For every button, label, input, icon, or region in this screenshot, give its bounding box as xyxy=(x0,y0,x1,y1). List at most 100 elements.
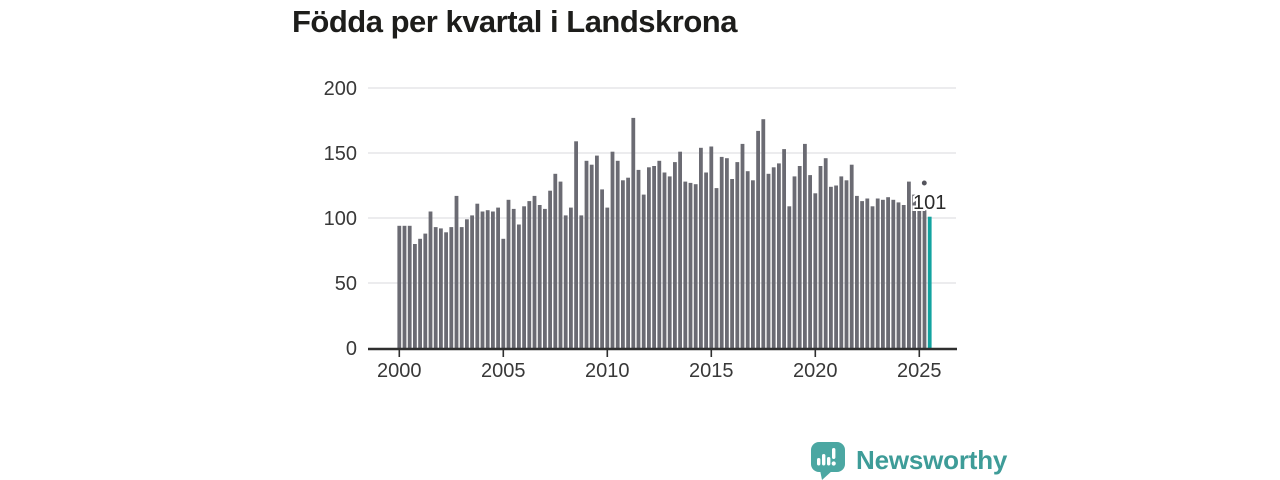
bar xyxy=(574,141,578,348)
bar xyxy=(813,193,818,348)
chart-title: Födda per kvartal i Landskrona xyxy=(292,4,737,39)
bar xyxy=(870,206,875,348)
bar xyxy=(475,203,480,348)
bar xyxy=(673,162,677,348)
bar-highlighted xyxy=(927,216,932,348)
bar xyxy=(423,233,428,348)
bar xyxy=(693,184,698,348)
bar xyxy=(543,208,547,348)
bar xyxy=(444,232,448,348)
bar xyxy=(517,224,521,348)
bar xyxy=(787,206,792,348)
bar xyxy=(527,201,532,348)
bar xyxy=(569,207,573,348)
bar xyxy=(470,215,474,348)
bar xyxy=(719,156,724,348)
bar xyxy=(797,166,802,348)
bar xyxy=(922,210,927,348)
bar xyxy=(730,179,734,348)
x-axis-label: 2005 xyxy=(481,360,526,382)
bar xyxy=(725,158,729,348)
bar xyxy=(782,149,786,348)
newsworthy-mark-icon xyxy=(811,442,845,480)
bar xyxy=(480,211,485,348)
bar xyxy=(865,198,870,348)
bar xyxy=(407,225,412,348)
bar xyxy=(584,160,589,348)
bar xyxy=(839,176,844,348)
bar xyxy=(667,176,672,348)
x-axis-label: 2010 xyxy=(585,360,630,382)
bar xyxy=(595,155,599,348)
bar xyxy=(459,227,464,348)
bar xyxy=(501,238,506,348)
bar xyxy=(792,176,797,348)
bar xyxy=(621,180,625,348)
bar xyxy=(491,211,495,348)
x-axis-label: 2025 xyxy=(897,360,942,382)
bar xyxy=(600,189,604,348)
y-axis-label: 200 xyxy=(324,78,357,100)
bar xyxy=(849,164,854,348)
bar xyxy=(761,119,766,348)
x-axis-label: 2015 xyxy=(689,360,734,382)
y-axis-label: 50 xyxy=(335,273,357,295)
bar xyxy=(699,147,703,348)
bar xyxy=(771,167,776,348)
bar xyxy=(834,185,838,348)
bar xyxy=(662,172,667,348)
bar xyxy=(563,215,568,348)
bar xyxy=(402,225,407,348)
bar xyxy=(397,225,402,348)
bar xyxy=(896,202,901,348)
x-axis-label: 2000 xyxy=(377,360,422,382)
bar xyxy=(449,227,454,348)
bar xyxy=(553,173,558,348)
y-axis-label: 0 xyxy=(346,338,357,360)
bar xyxy=(714,188,719,348)
bar xyxy=(428,211,433,348)
bar xyxy=(688,182,693,348)
bar xyxy=(615,160,620,348)
bar xyxy=(641,194,646,348)
bar xyxy=(454,195,459,348)
bar xyxy=(709,146,714,348)
bar xyxy=(636,169,641,348)
bar xyxy=(522,206,526,348)
bar xyxy=(439,228,443,348)
annotation-dot xyxy=(920,179,929,187)
bar xyxy=(818,166,823,348)
bar xyxy=(532,195,537,348)
bar xyxy=(886,197,890,348)
bar xyxy=(413,244,417,348)
bar xyxy=(735,162,740,348)
bar xyxy=(548,190,552,348)
bar xyxy=(626,177,630,348)
bar xyxy=(777,163,781,348)
bar xyxy=(496,207,500,348)
bar xyxy=(511,208,516,348)
bar xyxy=(465,219,469,348)
bar xyxy=(485,210,490,348)
x-axis-label: 2020 xyxy=(793,360,838,382)
bar xyxy=(579,215,584,348)
bar xyxy=(844,180,849,348)
bar xyxy=(881,199,885,348)
bar xyxy=(537,205,542,348)
bar xyxy=(745,171,750,348)
bar xyxy=(808,175,812,348)
bar xyxy=(589,164,594,348)
bar xyxy=(912,194,916,348)
bar xyxy=(433,227,438,348)
bar xyxy=(740,143,745,348)
newsworthy-logo[interactable]: Newsworthy xyxy=(808,440,1007,480)
bar xyxy=(751,180,755,348)
bar xyxy=(610,151,615,348)
bar xyxy=(652,166,656,348)
bar xyxy=(917,207,922,348)
last-value-label: 101 xyxy=(913,192,946,214)
bar xyxy=(558,181,563,348)
y-axis-label: 150 xyxy=(324,143,357,165)
